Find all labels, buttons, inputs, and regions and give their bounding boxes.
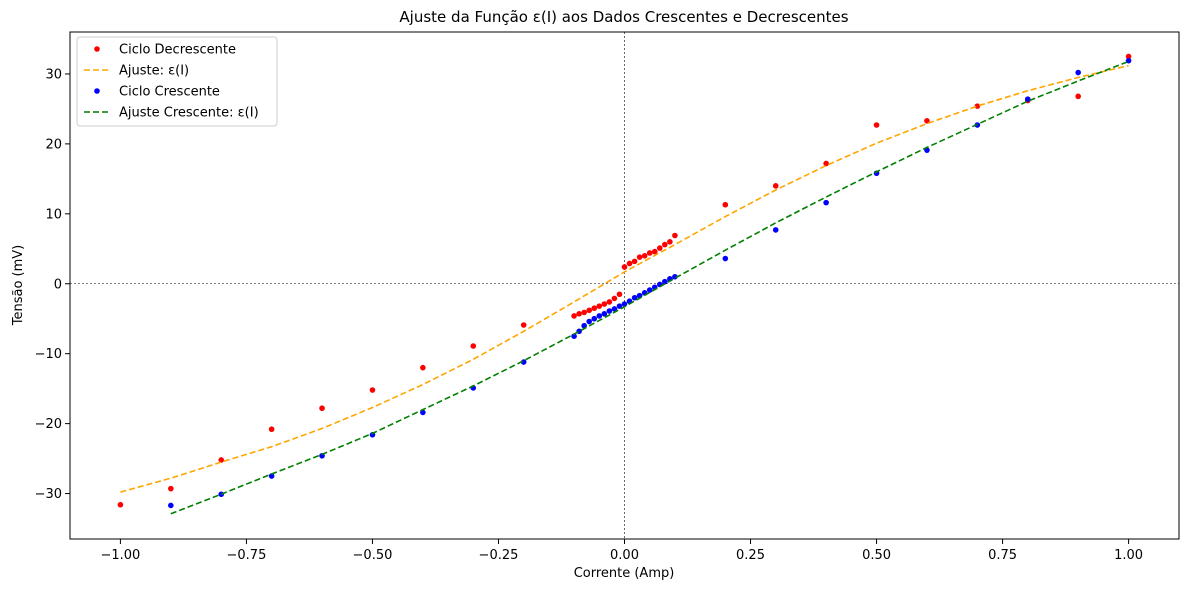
- y-tick-label: −30: [35, 487, 62, 502]
- data-point: [646, 250, 653, 256]
- legend-box: [76, 36, 278, 127]
- x-axis: −1.00 −0.75 −0.50 −0.25 0.00 0.25 0.50 0.75 1.00: [100, 539, 1143, 563]
- data-point: [168, 502, 174, 509]
- data-point: [601, 311, 608, 317]
- data-point: [823, 199, 829, 206]
- legend-item: Ciclo Crescente: [94, 85, 220, 100]
- data-point: [470, 343, 477, 349]
- data-point: [591, 305, 598, 312]
- data-point: [168, 485, 174, 492]
- data-point: [117, 501, 124, 508]
- x-axis-title: Corrente (Amp): [574, 566, 675, 581]
- data-point: [722, 201, 729, 208]
- data-point: [667, 238, 673, 245]
- data-point: [662, 278, 668, 285]
- legend-swatch: [94, 88, 100, 94]
- x-tick-label: −0.75: [227, 548, 267, 563]
- data-point: [626, 260, 633, 267]
- data-point: [772, 227, 779, 233]
- reference-lines: [70, 32, 1179, 539]
- series-layer: [117, 53, 1132, 515]
- data-point: [1075, 69, 1081, 76]
- series-line: [120, 64, 1129, 493]
- data-point: [420, 364, 426, 371]
- legend-label: Ajuste: ε(I): [119, 64, 189, 79]
- data-point: [571, 333, 577, 340]
- data-point: [641, 252, 648, 259]
- data-point: [636, 254, 643, 260]
- x-tick-label: 1.00: [1114, 548, 1143, 563]
- y-tick-label: 10: [45, 207, 62, 222]
- y-tick-label: 0: [54, 277, 62, 292]
- data-point: [621, 264, 628, 270]
- data-point: [586, 307, 593, 314]
- data-point: [591, 315, 598, 322]
- legend-item: Ajuste: ε(I): [84, 64, 189, 79]
- data-point: [520, 322, 527, 328]
- legend-item: Ajuste Crescente: ε(I): [84, 106, 259, 121]
- data-point: [218, 457, 225, 463]
- data-point: [616, 291, 623, 298]
- data-point: [823, 160, 829, 167]
- legend-swatch: [94, 46, 100, 52]
- data-point: [606, 308, 613, 314]
- data-point: [611, 306, 618, 312]
- x-tick-label: −0.25: [479, 548, 519, 563]
- data-point: [576, 311, 582, 317]
- y-axis-title: Tensão (mV): [11, 245, 26, 327]
- y-axis: −30 −20 −10 0 10 20 30: [35, 67, 70, 502]
- data-point: [601, 301, 608, 307]
- series-line: [170, 60, 1129, 515]
- legend-item: Ciclo Decrescente: [94, 43, 236, 58]
- data-point: [662, 241, 668, 248]
- data-point: [672, 232, 678, 239]
- data-point: [571, 313, 577, 319]
- x-tick-label: −1.00: [100, 548, 140, 563]
- data-point: [616, 303, 623, 309]
- data-point: [924, 118, 930, 124]
- y-tick-label: 30: [45, 67, 62, 82]
- data-point: [1125, 53, 1132, 60]
- data-point: [621, 301, 628, 307]
- data-point: [586, 318, 593, 325]
- data-point: [873, 122, 880, 128]
- data-point: [646, 287, 653, 293]
- data-point: [268, 426, 275, 433]
- data-point: [319, 405, 325, 412]
- data-point: [1024, 96, 1031, 102]
- legend-label: Ciclo Crescente: [119, 85, 220, 100]
- data-point: [596, 313, 603, 319]
- data-point: [651, 248, 658, 255]
- x-tick-label: −0.50: [353, 548, 393, 563]
- data-point: [596, 303, 603, 309]
- data-point: [268, 473, 275, 479]
- data-point: [369, 387, 376, 393]
- data-point: [656, 245, 663, 251]
- legend-label: Ciclo Decrescente: [119, 43, 236, 58]
- chart-title: Ajuste da Função ε(I) aos Dados Crescent…: [399, 8, 848, 26]
- data-point: [1075, 93, 1081, 100]
- y-tick-label: −10: [35, 347, 62, 362]
- data-point: [631, 294, 638, 301]
- legend-label: Ajuste Crescente: ε(I): [119, 106, 259, 121]
- data-point: [606, 299, 613, 305]
- series-2: [168, 57, 1132, 509]
- x-tick-label: 0.00: [610, 548, 639, 563]
- y-tick-label: −20: [35, 417, 62, 432]
- data-point: [974, 103, 981, 109]
- x-tick-label: 0.25: [736, 548, 765, 563]
- data-point: [611, 295, 618, 302]
- series-3: [170, 60, 1129, 515]
- series-1: [120, 64, 1129, 493]
- x-tick-label: 0.75: [988, 548, 1017, 563]
- legend: Ciclo Decrescente Ajuste: ε(I) Ciclo Cresc…: [76, 36, 278, 127]
- data-point: [631, 258, 638, 265]
- data-point: [772, 183, 779, 189]
- data-point: [581, 309, 587, 316]
- series-0: [117, 53, 1132, 508]
- y-tick-label: 20: [45, 137, 62, 152]
- x-tick-label: 0.50: [862, 548, 891, 563]
- data-point: [722, 255, 729, 262]
